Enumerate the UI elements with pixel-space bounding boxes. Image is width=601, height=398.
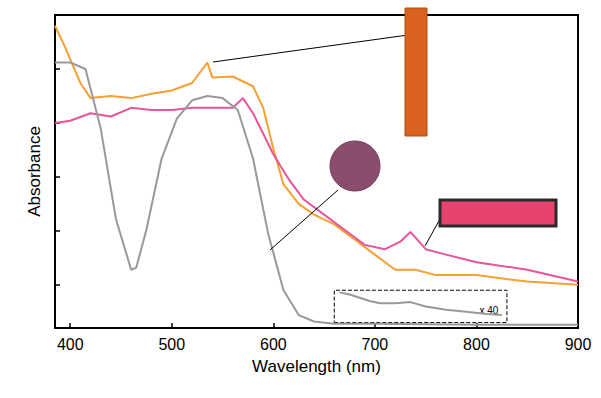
svg-text:700: 700 xyxy=(362,336,389,353)
svg-text:500: 500 xyxy=(158,336,185,353)
svg-text:600: 600 xyxy=(260,336,287,353)
svg-text:Absorbance: Absorbance xyxy=(25,126,44,217)
svg-text:Wavelength (nm): Wavelength (nm) xyxy=(252,357,381,376)
svg-text:800: 800 xyxy=(463,336,490,353)
svg-text:x 40: x 40 xyxy=(479,304,499,316)
svg-text:400: 400 xyxy=(57,336,84,353)
svg-text:900: 900 xyxy=(565,336,592,353)
